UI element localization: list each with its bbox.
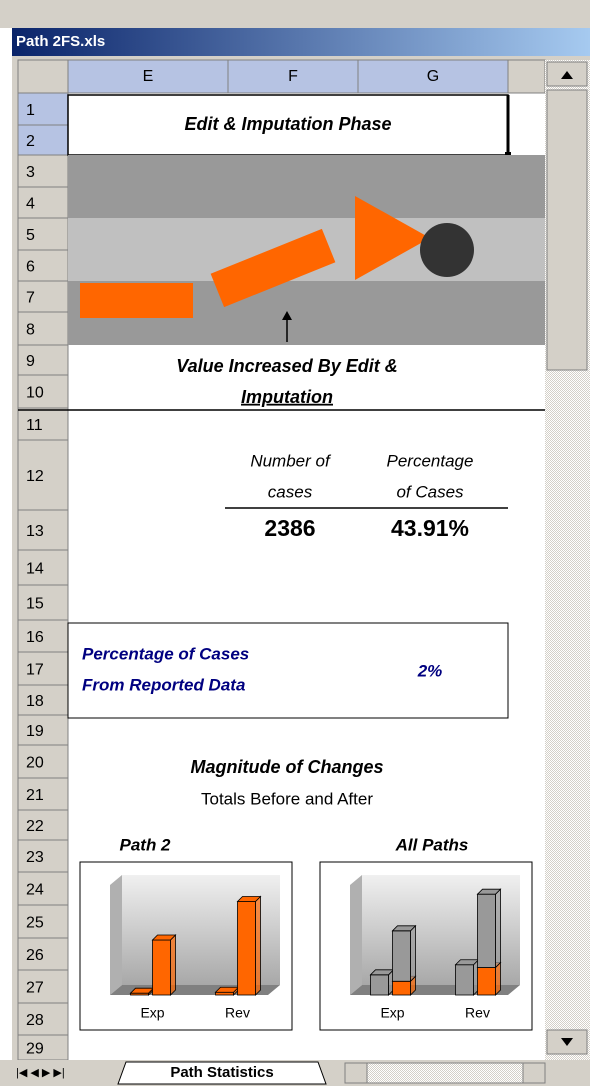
row-label: 4: [26, 196, 35, 213]
page: Path 2FS.xls EFG123456789101112131415161…: [0, 0, 590, 1086]
row-label: 3: [26, 164, 35, 181]
stat-value: 43.91%: [391, 515, 469, 541]
column-label: E: [143, 68, 154, 85]
row-label: 5: [26, 227, 35, 244]
magnitude-subtitle: Totals Before and After: [201, 789, 373, 808]
reported-label: From Reported Data: [82, 675, 245, 694]
row-label: 28: [26, 1012, 44, 1029]
column-header: [508, 60, 545, 93]
h-scrollbar[interactable]: [345, 1063, 545, 1083]
row-label: 22: [26, 818, 44, 835]
end-point: [420, 223, 474, 277]
stat-header: Percentage: [387, 451, 474, 470]
chart-side-wall: [350, 875, 362, 995]
reported-label: Percentage of Cases: [82, 644, 249, 663]
sheet-tab-label[interactable]: Path Statistics: [170, 1064, 273, 1081]
row-label: 13: [26, 523, 44, 540]
row-label: 19: [26, 723, 44, 740]
bar: [153, 940, 171, 995]
row-label: 27: [26, 980, 44, 997]
stat-header: Number of: [250, 451, 332, 470]
column-label: G: [427, 68, 439, 85]
row-label: 10: [26, 385, 44, 402]
bar-side: [496, 963, 501, 996]
row-label: 1: [26, 102, 35, 119]
column-label: F: [288, 68, 298, 85]
bar: [371, 975, 389, 995]
magnitude-title: Magnitude of Changes: [191, 757, 384, 777]
scroll-left[interactable]: [345, 1063, 367, 1083]
row-label: 6: [26, 259, 35, 276]
row-label: 21: [26, 787, 44, 804]
excel-window: Path 2FS.xls EFG123456789101112131415161…: [0, 0, 590, 1086]
bar: [478, 968, 496, 996]
bar: [393, 981, 411, 995]
chart-title: All Paths: [395, 835, 469, 854]
path-segment: [80, 283, 193, 318]
row-label: 12: [26, 468, 44, 485]
stat-value: 2386: [264, 515, 315, 541]
row-label: 20: [26, 755, 44, 772]
row-label: 15: [26, 596, 44, 613]
row-label: 14: [26, 561, 44, 578]
window-title: Path 2FS.xls: [16, 33, 105, 50]
row-label: 18: [26, 693, 44, 710]
bar-side: [411, 926, 416, 981]
row-label: 26: [26, 947, 44, 964]
row-label: 17: [26, 662, 44, 679]
row-label: 11: [26, 417, 43, 434]
row-label: 9: [26, 353, 35, 370]
phase-title: Edit & Imputation Phase: [184, 114, 391, 134]
band-dark: [68, 155, 545, 218]
chart-title: Path 2: [119, 835, 171, 854]
bar: [393, 931, 411, 981]
bar-side: [496, 889, 501, 967]
bar: [456, 965, 474, 995]
row-label: 24: [26, 882, 44, 899]
x-tick-label: Rev: [225, 1005, 250, 1021]
bar-side: [171, 935, 176, 995]
corner-cell: [18, 60, 68, 93]
bar-side: [256, 897, 261, 996]
tab-nav[interactable]: |◀ ◀ ▶ ▶|: [16, 1067, 65, 1079]
row-label: 23: [26, 849, 44, 866]
row-label: 7: [26, 290, 35, 307]
reported-value: 2%: [417, 661, 443, 680]
row-label: 8: [26, 322, 35, 339]
chart-side-wall: [110, 875, 122, 995]
row-label: 29: [26, 1041, 44, 1058]
x-tick-label: Exp: [380, 1005, 404, 1021]
scroll-right[interactable]: [523, 1063, 545, 1083]
bar: [238, 902, 256, 996]
caption: Value Increased By Edit &: [176, 356, 397, 376]
bar: [478, 894, 496, 967]
x-tick-label: Rev: [465, 1005, 490, 1021]
caption: Imputation: [241, 387, 333, 407]
row-label: 25: [26, 915, 44, 932]
stat-header: cases: [268, 482, 313, 501]
left-window-edge: [0, 28, 12, 1060]
stat-header: of Cases: [396, 482, 464, 501]
row-label: 16: [26, 629, 44, 646]
bar: [216, 992, 234, 995]
scroll-thumb[interactable]: [547, 90, 587, 370]
x-tick-label: Exp: [140, 1005, 164, 1021]
row-label: 2: [26, 133, 35, 150]
